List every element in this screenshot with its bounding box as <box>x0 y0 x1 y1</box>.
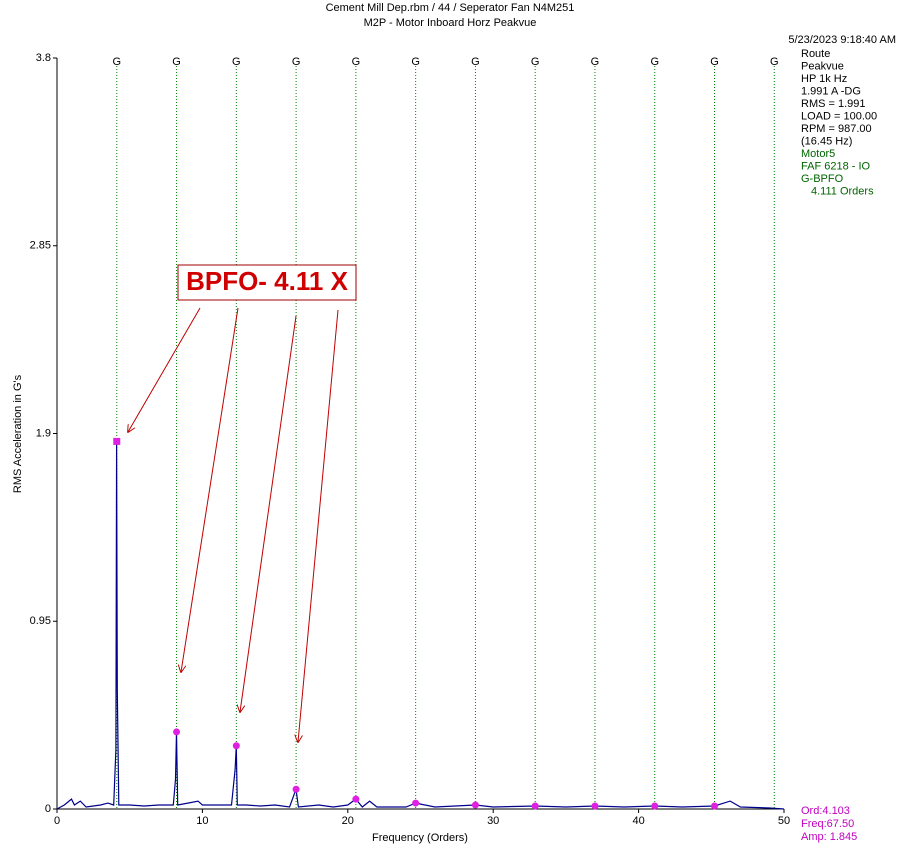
harmonic-marker <box>232 742 240 750</box>
x-tick-label: 40 <box>632 815 644 827</box>
fault-marker-label: G <box>531 56 540 68</box>
fault-marker-label: G <box>411 56 420 68</box>
fault-info-line: 4.111 Orders <box>811 185 874 197</box>
chart-subtitle: M2P - Motor Inboard Horz Peakvue <box>364 17 537 29</box>
info-line: 1.991 A -DG <box>801 85 861 97</box>
fault-marker-label: G <box>471 56 480 68</box>
info-line: HP 1k Hz <box>801 73 847 85</box>
harmonic-marker <box>173 728 181 736</box>
x-tick-label: 0 <box>54 815 60 827</box>
y-tick-label: 1.9 <box>36 427 51 439</box>
x-tick-label: 50 <box>778 815 790 827</box>
fault-info-line: G-BPFO <box>801 173 844 185</box>
harmonic-marker <box>591 802 599 810</box>
fault-info-line: FAF 6218 - IO <box>801 160 871 172</box>
fault-marker-label: G <box>591 56 600 68</box>
harmonic-marker <box>292 785 300 793</box>
info-line: RPM = 987.00 <box>801 123 872 135</box>
harmonic-marker <box>352 795 360 803</box>
y-axis-label: RMS Acceleration in G's <box>12 374 24 493</box>
info-line: LOAD = 100.00 <box>801 110 877 122</box>
info-line: (16.45 Hz) <box>801 135 852 147</box>
info-line: RMS = 1.991 <box>801 98 866 110</box>
harmonic-marker <box>531 802 539 810</box>
fault-info-line: Motor5 <box>801 148 835 160</box>
harmonic-marker <box>471 801 479 809</box>
y-tick-label: 0 <box>45 803 51 815</box>
harmonic-marker <box>113 437 121 445</box>
y-tick-label: 2.85 <box>30 240 51 252</box>
cursor-readout: Ord:4.103 <box>801 805 850 817</box>
annotation-box <box>177 264 357 301</box>
fault-marker-label: G <box>112 56 121 68</box>
fault-marker-label: G <box>232 56 241 68</box>
fault-marker-label: G <box>172 56 181 68</box>
y-tick-label: 3.8 <box>36 52 51 64</box>
harmonic-marker <box>651 802 659 810</box>
x-tick-label: 20 <box>342 815 354 827</box>
cursor-readout: Amp: 1.845 <box>801 831 857 843</box>
timestamp: 5/23/2023 9:18:40 AM <box>788 34 896 46</box>
harmonic-marker <box>711 802 719 810</box>
fault-marker-label: G <box>292 56 301 68</box>
y-tick-label: 0.95 <box>30 615 51 627</box>
harmonic-marker <box>412 799 420 807</box>
fault-marker-label: G <box>650 56 659 68</box>
x-tick-label: 30 <box>487 815 499 827</box>
spectrum-line <box>56 443 785 810</box>
x-tick-label: 10 <box>196 815 208 827</box>
chart-title: Cement Mill Dep.rbm / 44 / Seperator Fan… <box>326 2 575 14</box>
fault-marker-label: G <box>352 56 361 68</box>
info-line: Peakvue <box>801 60 844 72</box>
info-line: Route <box>801 48 830 60</box>
x-axis-label: Frequency (Orders) <box>372 832 468 844</box>
annotation: BPFO- 4.11 X <box>186 266 348 296</box>
cursor-readout: Freq:67.50 <box>801 818 854 830</box>
fault-marker-label: G <box>770 56 779 68</box>
annotation-arrows <box>128 307 339 742</box>
fault-marker-label: G <box>710 56 719 68</box>
